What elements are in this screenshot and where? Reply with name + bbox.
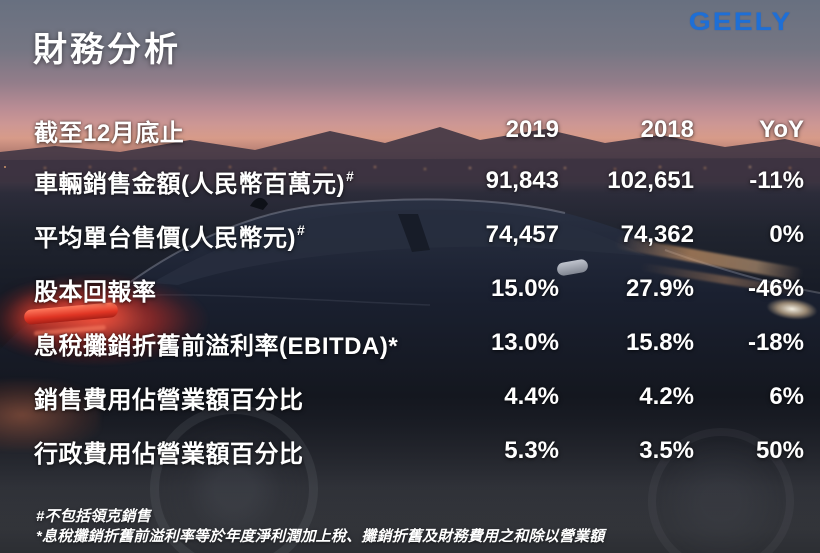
footnotes: #不包括領克銷售 *息稅攤銷折舊前溢利率等於年度淨利潤加上稅、攤銷折舊及財務費用… [36,507,604,547]
metric-label: 銷售費用佔營業額百分比 [34,380,433,415]
ground-sunset-glint [0,380,100,450]
metric-label-text: 股本回報率 [34,278,157,306]
value-2018: 74,362 [620,221,694,248]
metric-label: 股本回報率 [34,272,433,307]
footnote-marker: # [296,221,306,238]
metric-label-text: 銷售費用佔營業額百分比 [34,386,304,414]
value-yoy: 50% [755,437,804,464]
value-yoy: -18% [747,329,804,356]
table-row: 行政費用佔營業額百分比 5.3% 3.5% 50% [34,424,804,478]
metric-label: 息稅攤銷折舊前溢利率(EBITDA)* [34,326,433,361]
value-2018: 3.5% [639,437,694,464]
metric-label: 行政費用佔營業額百分比 [34,434,433,469]
value-2019: 5.3% [504,437,559,464]
footnote-line: #不包括領克銷售 [36,508,151,526]
header-2018: 2018 [640,116,694,143]
metric-label: 平均單台售價(人民幣元)# [34,218,433,253]
metric-label-text: 行政費用佔營業額百分比 [34,440,304,468]
front-wheel [648,428,794,553]
metric-label-text: 車輛銷售金額(人民幣百萬元) [34,170,345,198]
table-header-row: 截至12月底止 2019 2018 YoY [34,106,804,154]
value-2019: 4.4% [504,383,559,410]
page-title: 財務分析 [33,31,181,69]
value-2019: 15.0% [490,275,559,302]
table-row: 股本回報率 15.0% 27.9% -46% [34,262,804,316]
footnote-marker: # [345,167,355,184]
value-2019: 91,843 [485,167,559,194]
geely-logo: GEELY [688,8,792,36]
rear-wheel [150,405,318,553]
header-2019: 2019 [505,116,559,143]
metric-label: 車輛銷售金額(人民幣百萬元)# [34,164,433,199]
table-row: 銷售費用佔營業額百分比 4.4% 4.2% 6% [34,370,804,424]
value-2018: 4.2% [639,383,694,410]
financial-table: 截至12月底止 2019 2018 YoY 車輛銷售金額(人民幣百萬元)# 91… [34,106,804,478]
value-2018: 27.9% [625,275,694,302]
value-2019: 13.0% [490,329,559,356]
metric-label-text: 平均單台售價(人民幣元) [34,224,296,252]
value-yoy: -11% [749,167,804,194]
value-yoy: 0% [769,221,804,248]
table-row: 車輛銷售金額(人民幣百萬元)# 91,843 102,651 -11% [34,154,804,208]
value-2019: 74,457 [485,221,559,248]
value-yoy: -46% [747,275,804,302]
table-row: 平均單台售價(人民幣元)# 74,457 74,362 0% [34,208,804,262]
value-yoy: 6% [769,383,804,410]
header-period: 截至12月底止 [34,119,185,147]
table-row: 息稅攤銷折舊前溢利率(EBITDA)* 13.0% 15.8% -18% [34,316,804,370]
footnote-line: *息稅攤銷折舊前溢利率等於年度淨利潤加上稅、攤銷折舊及財務費用之和除以營業額 [36,528,605,546]
city-lights [4,166,6,168]
value-2018: 15.8% [625,329,694,356]
value-2018: 102,651 [607,167,694,194]
header-yoy: YoY [759,116,804,143]
metric-label-text: 息稅攤銷折舊前溢利率(EBITDA)* [34,332,399,360]
